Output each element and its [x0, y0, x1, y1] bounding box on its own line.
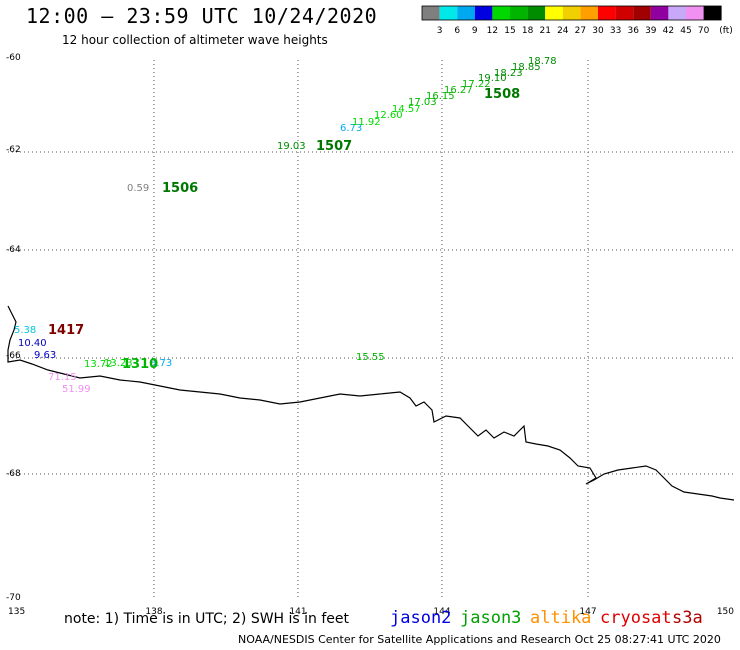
wave-height-reading: 0.59	[127, 183, 149, 194]
satellite-cryosat: cryosat	[600, 608, 672, 628]
wave-height-reading: 18.78	[528, 56, 557, 67]
y-tick-label: -68	[6, 469, 21, 479]
legend-tick: 15	[504, 26, 515, 36]
legend-swatch	[439, 6, 458, 20]
y-tick-label: -62	[6, 145, 21, 155]
wave-height-reading: 10.40	[18, 338, 47, 349]
wave-height-reading: 11.92	[352, 117, 381, 128]
wave-height-reading: 16.27	[444, 85, 473, 96]
x-tick-label: 144	[433, 607, 450, 617]
satellite-s3a: s3a	[672, 608, 703, 628]
wave-height-reading: 51.99	[62, 384, 91, 395]
legend-swatch	[668, 6, 686, 20]
satellite-altika: altika	[530, 608, 592, 628]
graticule	[8, 60, 734, 598]
legend-swatch	[615, 6, 634, 20]
legend-tick: 36	[627, 26, 639, 36]
satellite-jason3: jason3	[460, 608, 522, 628]
legend-tick: 30	[592, 26, 604, 36]
y-tick-label: -70	[6, 593, 21, 603]
y-tick-label: -60	[6, 53, 21, 63]
wave-height-reading: 17.03	[408, 97, 437, 108]
legend-tick: 39	[645, 26, 657, 36]
legend-tick: 24	[557, 26, 569, 36]
legend-tick: 45	[680, 26, 691, 36]
legend-tick: 42	[663, 26, 674, 36]
legend-tick: 12	[487, 26, 498, 36]
satellite-jason2: jason2	[390, 608, 452, 628]
legend-tick: 6	[454, 26, 460, 36]
x-tick-label: 135	[8, 607, 25, 617]
legend-swatch	[545, 6, 563, 20]
x-tick-label: 147	[579, 607, 596, 617]
wave-height-reading: 16.15	[426, 91, 455, 102]
footer-credit: NOAA/NESDIS Center for Satellite Applica…	[238, 633, 721, 646]
legend-swatch	[598, 6, 616, 20]
wave-height-reading: 5.38	[14, 325, 36, 336]
footer-note: note: 1) Time is in UTC; 2) SWH is in fe…	[64, 611, 350, 627]
map-frame	[8, 56, 734, 604]
pass-time-label: 1310	[122, 357, 158, 372]
pass-time-label: 1506	[162, 181, 198, 196]
page-subtitle: 12 hour collection of altimeter wave hei…	[62, 33, 328, 47]
legend-unit: (ft)	[719, 26, 733, 36]
x-tick-label: 150	[717, 607, 734, 617]
legend-swatch	[562, 6, 581, 20]
legend-swatch	[650, 6, 669, 20]
legend-swatch	[580, 6, 598, 20]
wave-height-reading: 13.23	[104, 358, 133, 369]
y-axis-ticks: -60 -62 -64 -66 -68 -70	[6, 53, 21, 603]
legend-swatch	[422, 6, 440, 20]
wave-height-reading: 13.72	[84, 359, 113, 370]
legend-tick: 9	[472, 26, 478, 36]
wave-height-reading: 9.63	[34, 350, 56, 361]
wave-height-reading: 12.60	[374, 110, 403, 121]
wave-height-reading: 71.15	[48, 372, 77, 383]
wave-height-reading: 19.03	[277, 141, 306, 152]
pass-time-label: 1417	[48, 323, 84, 338]
legend-tick: 3	[437, 26, 443, 36]
legend-tick: 18	[522, 26, 534, 36]
legend-swatch	[703, 6, 722, 20]
legend-tick: 33	[610, 26, 621, 36]
legend-swatch	[633, 6, 651, 20]
page-title: 12:00 – 23:59 UTC 10/24/2020	[26, 4, 378, 28]
wave-height-reading: 14.57	[392, 104, 421, 115]
legend-tick: 27	[575, 26, 586, 36]
wave-height-reading: 15.55	[356, 352, 385, 363]
wave-height-reading: 6.73	[340, 123, 362, 134]
wave-height-reading: 19.10	[478, 73, 507, 84]
legend-tick: 21	[539, 26, 550, 36]
pass-time-label: 1507	[316, 139, 352, 154]
legend-swatch	[474, 6, 493, 20]
legend-swatch	[686, 6, 704, 20]
wave-height-reading: 17.22	[462, 79, 491, 90]
wave-readings: 0.59 1506 19.03 1507 6.7311.9212.6014.5717.0…	[14, 56, 557, 395]
wave-height-reading: 18.23	[494, 68, 523, 79]
legend-swatch	[492, 6, 510, 20]
color-legend: 3 6 9 12 15 18 21 24 27 30 33 36 39 42 45 70 (ft)	[421, 5, 733, 36]
legend-swatch	[527, 6, 546, 20]
coastline	[7, 305, 735, 501]
x-tick-label: 141	[289, 607, 306, 617]
x-tick-label: 138	[145, 607, 162, 617]
y-tick-label: -64	[6, 245, 21, 255]
wave-height-reading: 8.73	[150, 358, 172, 369]
pass-time-label: 1508	[484, 87, 520, 102]
legend-swatch	[457, 6, 475, 20]
legend-tick: 70	[698, 26, 710, 36]
wave-height-reading: 18.85	[512, 62, 541, 73]
x-axis-ticks: 135 138 141 144 147 150	[8, 607, 734, 617]
legend-swatch	[510, 6, 528, 20]
y-tick-label: -66	[6, 351, 21, 361]
